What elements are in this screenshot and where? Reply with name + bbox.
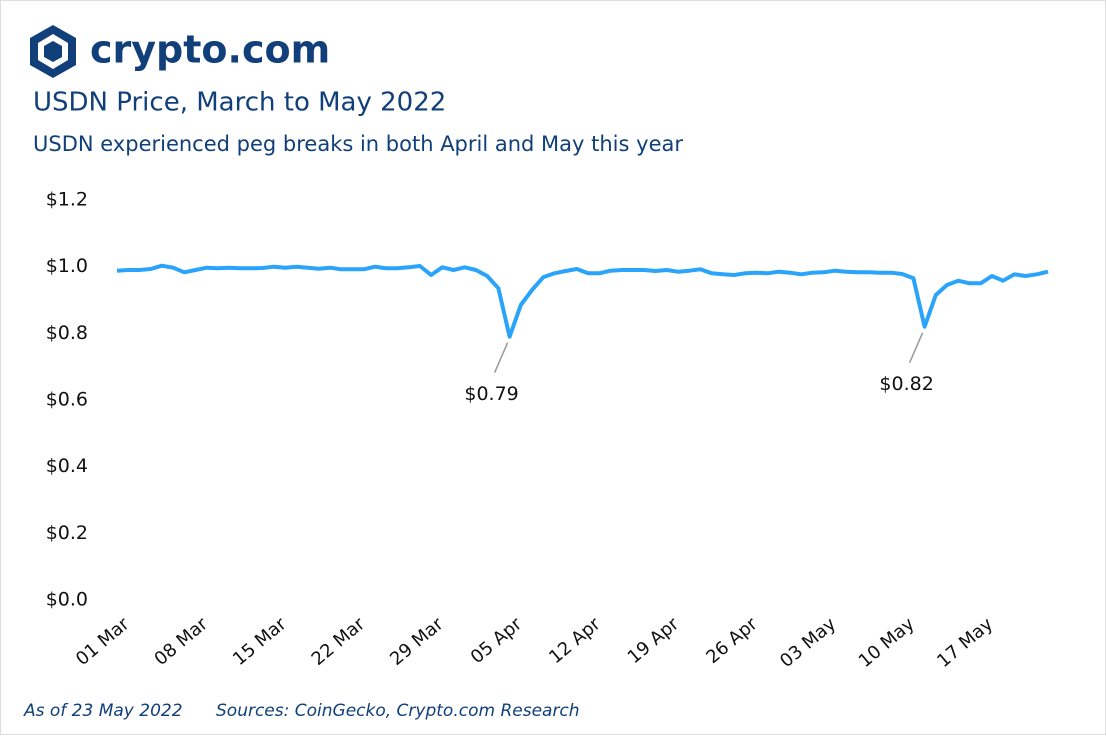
source: Sources: CoinGecko, Crypto.com Research [216, 701, 580, 721]
y-tick-label: $0.0 [46, 589, 88, 611]
data-label: $0.82 [879, 373, 933, 395]
annotation-leader [908, 332, 924, 363]
data-label: $0.79 [464, 383, 518, 405]
price-line [116, 263, 1049, 339]
logo-icon [30, 25, 76, 78]
note: As of 23 May 2022 [23, 701, 183, 721]
brand: crypto.com [90, 28, 330, 72]
chart-subtitle: USDN experienced peg breaks in both Apri… [33, 132, 683, 156]
annotation-leader [493, 342, 509, 373]
y-tick-label: $0.2 [46, 522, 88, 544]
y-tick-label: $1.0 [46, 255, 88, 277]
y-tick-label: $0.6 [46, 389, 88, 411]
y-tick-label: $1.2 [46, 189, 88, 211]
y-tick-label: $0.4 [46, 455, 88, 477]
chart-title: USDN Price, March to May 2022 [33, 88, 446, 118]
y-tick-label: $0.8 [46, 322, 88, 344]
